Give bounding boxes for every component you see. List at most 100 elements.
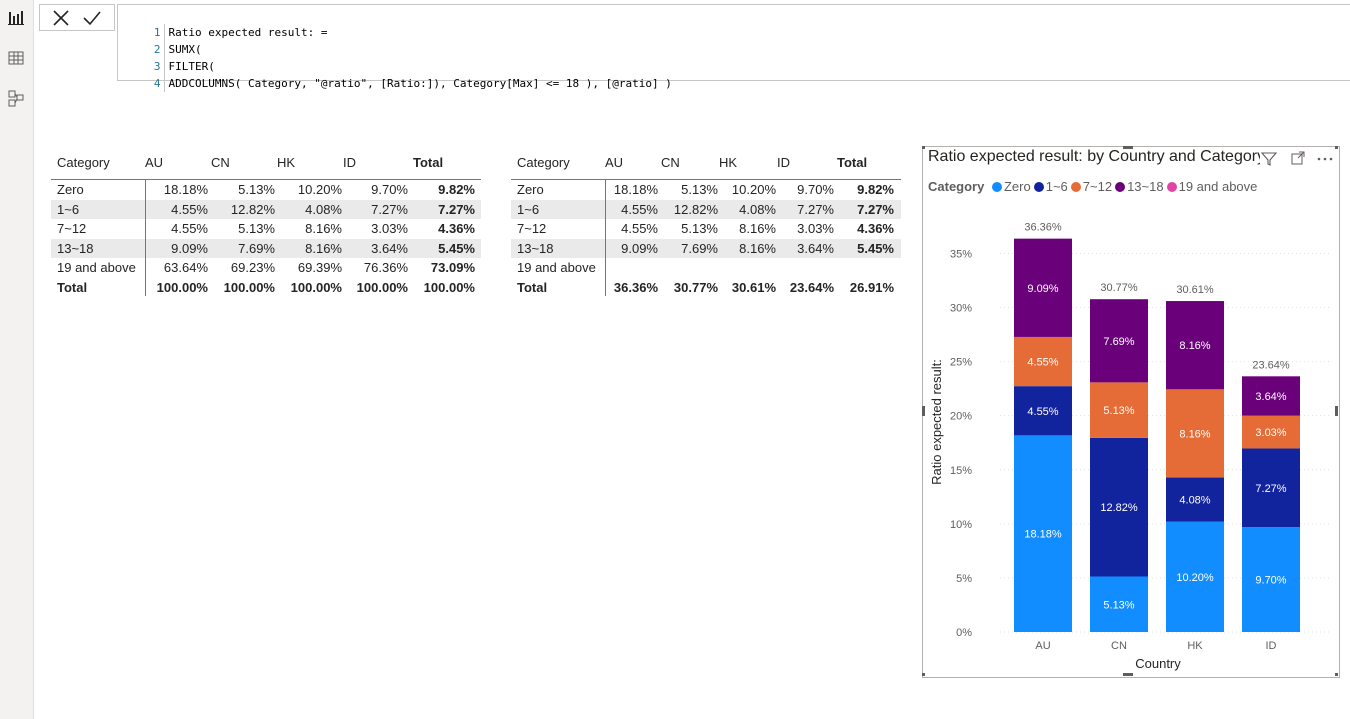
legend-item[interactable]: 13~18 <box>1115 179 1164 194</box>
table-row[interactable]: Zero 18.18% 5.13% 10.20% 9.70% 9.82% <box>51 180 481 200</box>
legend-item[interactable]: 7~12 <box>1070 179 1113 194</box>
chart-title: Ratio expected result: by Country and Ca… <box>928 148 1260 165</box>
table-header-row: Category AU CN HK ID Total <box>51 152 481 180</box>
data-label: 12.82% <box>1100 502 1138 514</box>
column-header: HK <box>277 155 296 170</box>
table-cell: 4.36% <box>857 221 894 236</box>
legend-item[interactable]: 1~6 <box>1033 179 1068 194</box>
report-view-icon[interactable] <box>6 8 26 28</box>
bar-segment <box>1014 435 1072 632</box>
total-label: 30.77% <box>1100 282 1138 294</box>
table-cell: 3.03% <box>371 221 408 236</box>
x-tick-label: ID <box>1266 640 1277 652</box>
table-cell: 18.18% <box>163 182 208 197</box>
table-row[interactable]: 19 and above <box>511 258 901 278</box>
focus-mode-icon[interactable] <box>1290 150 1306 166</box>
table-row[interactable]: 7~12 4.55% 5.13% 8.16% 3.03% 4.36% <box>511 219 901 239</box>
table-cell: 7.69% <box>681 240 718 256</box>
table-header-row: Category AU CN HK ID Total <box>511 152 901 180</box>
legend-marker <box>1033 182 1044 192</box>
resize-handle <box>1123 673 1133 676</box>
table-cell: Zero <box>517 182 544 197</box>
table-row[interactable]: 19 and above 63.64% 69.23% 69.39% 76.36% 73.0… <box>51 258 481 278</box>
y-axis-title: Ratio expected result: <box>929 359 944 485</box>
bar-segment <box>1014 336 1072 387</box>
filter-icon[interactable] <box>1260 150 1278 168</box>
legend-item[interactable]: Zero <box>991 179 1031 194</box>
data-label: 3.64% <box>1255 391 1286 403</box>
table-cell: 12.82% <box>230 201 275 217</box>
table-row[interactable]: Zero 18.18% 5.13% 10.20% 9.70% 9.82% <box>511 180 901 200</box>
legend-marker <box>1166 182 1177 192</box>
column-header: Category <box>517 155 570 170</box>
table-cell: 3.64% <box>371 240 408 256</box>
bar-segment <box>1014 238 1072 337</box>
legend-label: 7~12 <box>1082 179 1113 194</box>
table-cell: 4.55% <box>171 201 208 217</box>
table-cell: 100.00% <box>290 279 342 295</box>
matrix-table-1[interactable]: Category AU CN HK ID Total Zero 18.18% 5.13% 10.2… <box>51 152 481 297</box>
table-cell: 19 and above <box>517 260 596 275</box>
table-cell: 5.45% <box>438 240 475 256</box>
table-cell: 69.23% <box>230 260 275 275</box>
table-cell: 73.09% <box>430 260 475 275</box>
table-row[interactable]: 13~18 9.09% 7.69% 8.16% 3.64% 5.45% <box>511 238 901 258</box>
legend-title: Category <box>928 179 985 194</box>
table-cell: 4.08% <box>739 201 776 217</box>
bar-segment <box>1090 382 1148 438</box>
more-options-icon[interactable] <box>1316 150 1334 168</box>
legend-marker <box>1070 182 1081 192</box>
table-row[interactable]: 1~6 4.55% 12.82% 4.08% 7.27% 7.27% <box>511 199 901 219</box>
table-cell: 3.03% <box>797 221 834 236</box>
table-cell: 30.61% <box>731 279 776 295</box>
data-label: 4.55% <box>1027 357 1058 369</box>
table-cell: 30.77% <box>673 279 718 295</box>
legend-label: 13~18 <box>1127 179 1164 194</box>
table-cell: 12.82% <box>673 201 718 217</box>
column-header: Total <box>413 155 444 170</box>
data-view-icon[interactable] <box>6 48 26 68</box>
table-cell: 4.55% <box>621 201 658 217</box>
table-cell: 9.09% <box>171 240 208 256</box>
table-row[interactable]: 7~12 4.55% 5.13% 8.16% 3.03% 4.36% <box>51 219 481 239</box>
view-rail <box>0 0 34 719</box>
table-cell: 13~18 <box>517 240 554 256</box>
table-cell: 4.08% <box>305 201 342 217</box>
data-label: 8.16% <box>1179 428 1210 440</box>
legend-item[interactable]: 19 and above <box>1166 179 1257 194</box>
chart-legend: Category Zero 1~6 7~12 13~18 19 and above <box>928 179 1260 194</box>
row-header-divider <box>145 179 146 296</box>
table-cell: 5.13% <box>681 182 718 197</box>
column-header: Category <box>57 155 110 170</box>
bar-segment <box>1242 448 1300 528</box>
data-label: 5.13% <box>1103 599 1134 611</box>
table-cell: 63.64% <box>163 260 208 275</box>
cancel-icon[interactable] <box>50 8 72 28</box>
y-tick-label: 5% <box>956 573 972 585</box>
commit-icon[interactable] <box>81 8 103 28</box>
data-label: 9.70% <box>1255 575 1286 587</box>
formula-editor[interactable]: 1 Ratio expected result: = 2 SUMX( 3 FILTER… <box>117 4 1350 92</box>
y-tick-label: 15% <box>950 465 972 477</box>
table-cell: 76.36% <box>363 260 408 275</box>
matrix-table-2[interactable]: Category AU CN HK ID Total Zero 18.18% 5.13% 10.2… <box>511 152 901 297</box>
model-view-icon[interactable] <box>6 88 26 108</box>
table-cell: 4.55% <box>171 221 208 236</box>
y-tick-label: 10% <box>950 519 972 531</box>
bar-segment <box>1166 477 1224 522</box>
total-row: Total 100.00% 100.00% 100.00% 100.00% 100.00% <box>51 278 481 298</box>
resize-handle <box>922 406 925 416</box>
table-cell: 10.20% <box>297 182 342 197</box>
table-cell: 10.20% <box>731 182 776 197</box>
table-cell: 5.13% <box>681 221 718 236</box>
table-cell: 5.13% <box>238 182 275 197</box>
column-header: CN <box>211 155 230 170</box>
bar-segment <box>1166 301 1224 390</box>
table-row[interactable]: 13~18 9.09% 7.69% 8.16% 3.64% 5.45% <box>51 238 481 258</box>
table-row[interactable]: 1~6 4.55% 12.82% 4.08% 7.27% 7.27% <box>51 199 481 219</box>
column-header: AU <box>145 155 164 170</box>
table-cell: Zero <box>57 182 84 197</box>
table-cell: 8.16% <box>305 240 342 256</box>
data-label: 5.13% <box>1103 405 1134 417</box>
x-tick-label: AU <box>1035 640 1050 652</box>
